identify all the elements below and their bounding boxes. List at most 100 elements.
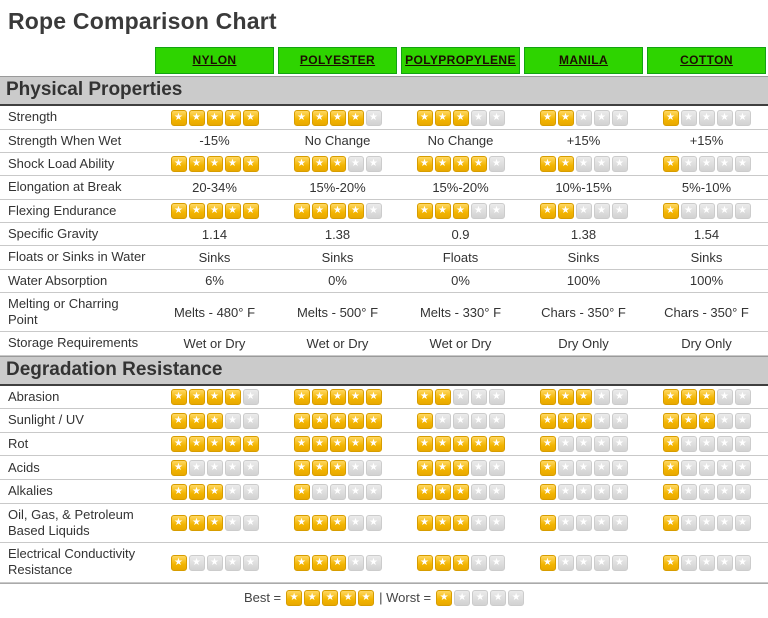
star-empty-icon: ★ [734, 436, 751, 453]
cell-value: ★ ★ ★ ★ ★ [276, 386, 399, 409]
star-empty-icon: ★ [347, 156, 364, 173]
star-rating: ★ ★ ★ ★ ★ [539, 436, 628, 453]
star-rating: ★ ★ ★ ★ ★ [662, 412, 751, 429]
row-label: Melting or Charring Point [8, 295, 119, 328]
star-rating: ★ ★ ★ ★ ★ [539, 156, 628, 173]
star-filled-icon: ★ [311, 156, 328, 173]
star-filled-icon: ★ [170, 554, 187, 571]
star-filled-icon: ★ [188, 515, 205, 532]
star-filled-icon: ★ [416, 412, 433, 429]
column-header-link-manila[interactable]: MANILA [558, 53, 609, 67]
star-filled-icon: ★ [662, 436, 679, 453]
row-label: Shock Load Ability [8, 155, 115, 171]
column-header-link-polyester[interactable]: POLYESTER [299, 53, 376, 67]
cell-value: ★ ★ ★ ★ ★ [153, 511, 276, 534]
column-header-link-cotton[interactable]: COTTON [680, 53, 733, 67]
column-header-link-nylon[interactable]: NYLON [192, 53, 237, 67]
star-filled-icon: ★ [170, 109, 187, 126]
star-empty-icon: ★ [698, 436, 715, 453]
star-empty-icon: ★ [488, 156, 505, 173]
star-empty-icon: ★ [734, 459, 751, 476]
star-empty-icon: ★ [470, 109, 487, 126]
star-filled-icon: ★ [329, 156, 346, 173]
star-filled-icon: ★ [662, 156, 679, 173]
cell-value: Sinks [321, 250, 354, 266]
star-filled-icon: ★ [224, 436, 241, 453]
cell-value: ★ ★ ★ ★ ★ [645, 200, 768, 223]
table-row: Specific Gravity 1.14 1.38 0.9 1.38 1.54 [0, 223, 768, 247]
cell-value: ★ ★ ★ ★ ★ [153, 456, 276, 479]
row-label: Elongation at Break [8, 179, 122, 195]
star-empty-icon: ★ [734, 412, 751, 429]
star-filled-icon: ★ [698, 389, 715, 406]
star-empty-icon: ★ [593, 156, 610, 173]
star-filled-icon: ★ [170, 459, 187, 476]
star-empty-icon: ★ [224, 459, 241, 476]
star-filled-icon: ★ [170, 436, 187, 453]
cell-value: ★ ★ ★ ★ ★ [276, 551, 399, 574]
star-filled-icon: ★ [170, 389, 187, 406]
star-empty-icon: ★ [488, 459, 505, 476]
star-rating: ★ ★ ★ ★ ★ [170, 554, 259, 571]
section-header: Degradation Resistance [0, 355, 768, 386]
star-rating: ★ ★ ★ ★ ★ [293, 554, 382, 571]
star-filled-icon: ★ [416, 483, 433, 500]
cell-value: ★ ★ ★ ★ ★ [153, 433, 276, 456]
star-filled-icon: ★ [452, 554, 469, 571]
row-label: Strength [8, 109, 58, 125]
cell-value: ★ ★ ★ ★ ★ [645, 511, 768, 534]
table-row: Storage Requirements Wet or Dry Wet or Dry… [0, 332, 768, 356]
star-empty-icon: ★ [490, 590, 507, 607]
star-empty-icon: ★ [611, 459, 628, 476]
cell-value: 5%-10% [681, 180, 732, 195]
star-filled-icon: ★ [293, 412, 310, 429]
star-rating: ★ ★ ★ ★ ★ [170, 156, 259, 173]
legend-best-label: Best = [243, 590, 282, 606]
table-row: Strength When Wet -15% No Change No Change +… [0, 130, 768, 153]
column-header-polyester: POLYESTER [278, 47, 397, 74]
star-filled-icon: ★ [434, 436, 451, 453]
cell-value: ★ ★ ★ ★ ★ [522, 551, 645, 574]
star-filled-icon: ★ [311, 554, 328, 571]
cell-value: ★ ★ ★ ★ ★ [522, 511, 645, 534]
cell-value: ★ ★ ★ ★ ★ [399, 551, 522, 574]
star-empty-icon: ★ [680, 436, 697, 453]
star-filled-icon: ★ [224, 156, 241, 173]
star-empty-icon: ★ [698, 554, 715, 571]
star-rating: ★ ★ ★ ★ ★ [662, 156, 751, 173]
star-filled-icon: ★ [662, 203, 679, 220]
star-rating: ★ ★ ★ ★ ★ [293, 109, 382, 126]
star-filled-icon: ★ [575, 412, 592, 429]
star-filled-icon: ★ [170, 515, 187, 532]
star-empty-icon: ★ [488, 554, 505, 571]
star-filled-icon: ★ [224, 109, 241, 126]
cell-value: ★ ★ ★ ★ ★ [645, 480, 768, 503]
star-filled-icon: ★ [539, 389, 556, 406]
cell-value: ★ ★ ★ ★ ★ [645, 386, 768, 409]
cell-value: ★ ★ ★ ★ ★ [153, 200, 276, 223]
column-header-row: NYLON POLYESTER POLYPROPYLENE MANILA COT… [0, 47, 768, 74]
star-rating: ★ ★ ★ ★ ★ [293, 459, 382, 476]
star-rating: ★ ★ ★ ★ ★ [662, 554, 751, 571]
cell-value: ★ ★ ★ ★ ★ [645, 153, 768, 176]
star-empty-icon: ★ [365, 109, 382, 126]
star-filled-icon: ★ [434, 389, 451, 406]
star-filled-icon: ★ [329, 203, 346, 220]
star-empty-icon: ★ [365, 203, 382, 220]
legend-best-stars: ★ ★ ★ ★ ★ [286, 590, 375, 607]
cell-value: ★ ★ ★ ★ ★ [645, 551, 768, 574]
star-filled-icon: ★ [329, 459, 346, 476]
star-empty-icon: ★ [698, 483, 715, 500]
star-empty-icon: ★ [188, 459, 205, 476]
star-filled-icon: ★ [539, 109, 556, 126]
star-filled-icon: ★ [293, 515, 310, 532]
star-filled-icon: ★ [470, 156, 487, 173]
star-rating: ★ ★ ★ ★ ★ [416, 459, 505, 476]
star-filled-icon: ★ [358, 590, 375, 607]
column-header-link-polypropylene[interactable]: POLYPROPYLENE [405, 53, 516, 67]
star-empty-icon: ★ [365, 515, 382, 532]
cell-value: +15% [566, 133, 601, 149]
star-empty-icon: ★ [470, 554, 487, 571]
star-empty-icon: ★ [611, 412, 628, 429]
cell-value: ★ ★ ★ ★ ★ [276, 480, 399, 503]
